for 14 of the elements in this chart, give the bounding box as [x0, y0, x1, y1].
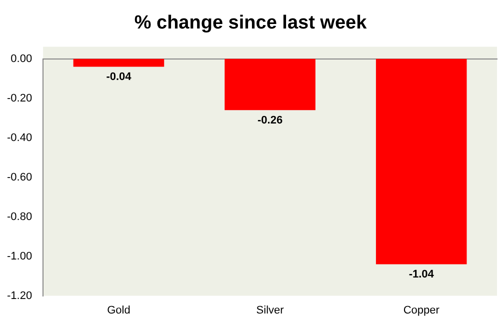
data-label: -0.04 — [106, 71, 132, 84]
chart-title: % change since last week — [134, 12, 368, 34]
data-label: -1.04 — [408, 268, 435, 281]
y-tick-label: -0.60 — [6, 171, 32, 184]
y-tick-label: -1.20 — [6, 290, 32, 302]
y-tick-label: -0.80 — [6, 210, 32, 223]
y-tick-label: 0.00 — [10, 52, 32, 65]
x-tick-label: Copper — [403, 304, 440, 316]
y-tick-label: -0.20 — [6, 92, 32, 104]
x-tick-label: Silver — [256, 304, 284, 316]
y-tick-label: -1.00 — [6, 250, 32, 262]
y-tick-label: -0.40 — [6, 132, 32, 144]
x-tick-label: Gold — [107, 304, 130, 316]
data-label: -0.26 — [257, 114, 283, 127]
